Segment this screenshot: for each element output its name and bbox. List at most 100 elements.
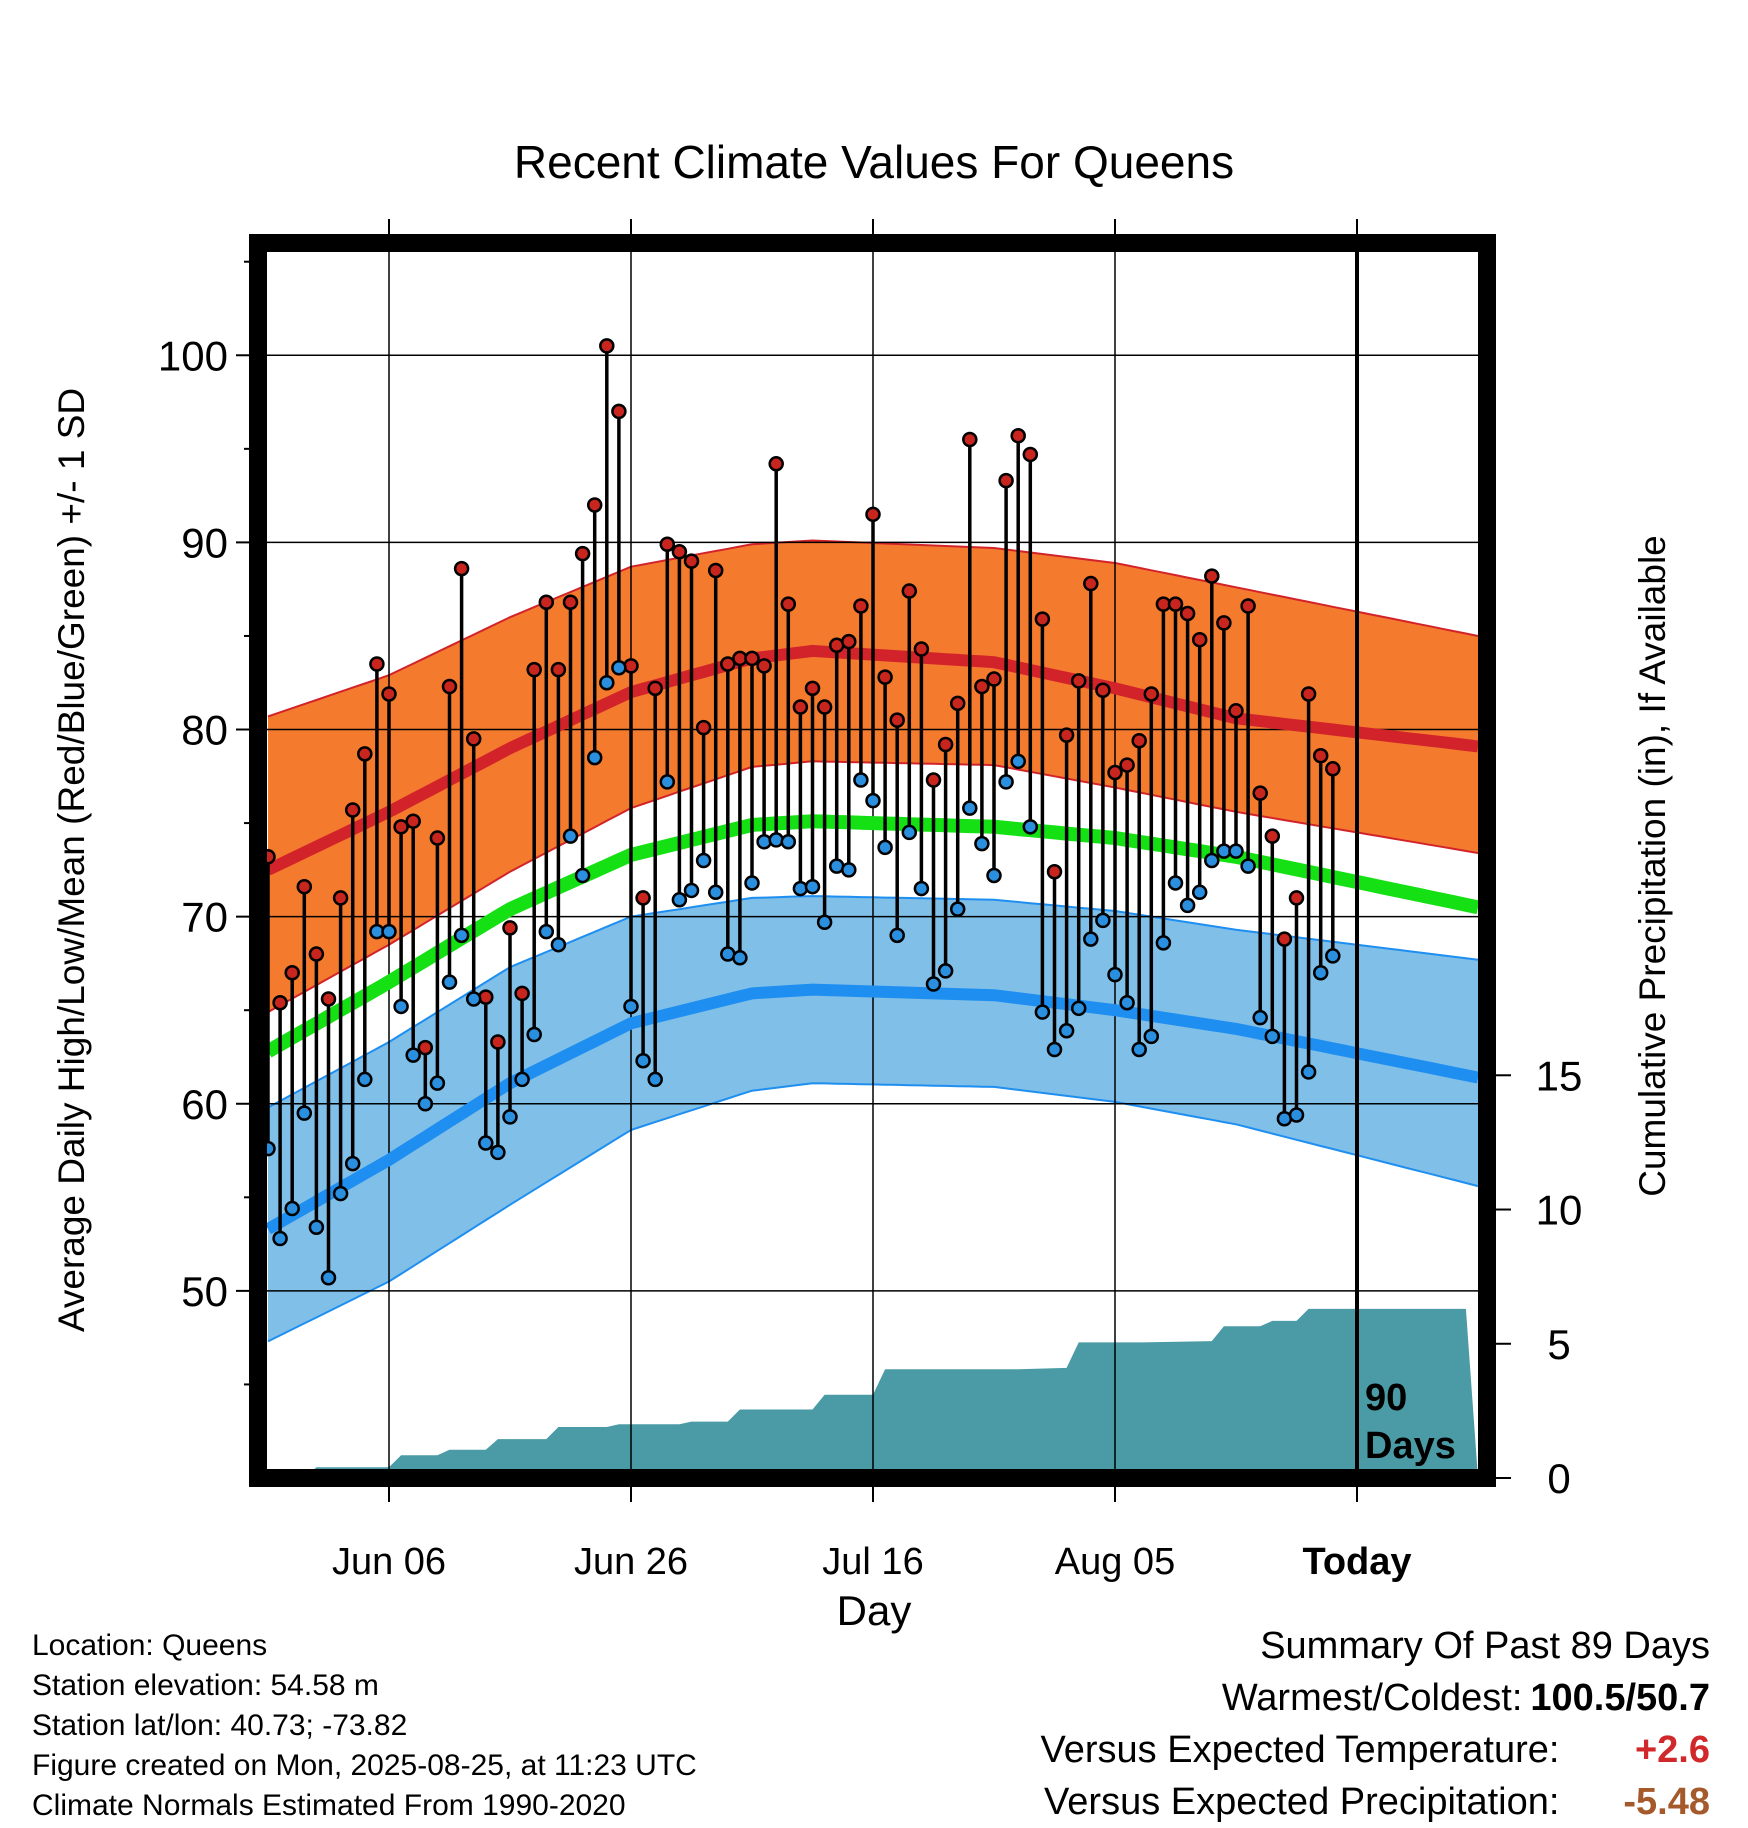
daily-low-point bbox=[1312, 965, 1329, 981]
daily-low-point bbox=[1095, 912, 1111, 929]
location-text: Location: Queens bbox=[32, 1629, 268, 1662]
daily-high-point bbox=[490, 1034, 506, 1050]
warm-cold-row: Warmest/Coldest: 100.5/50.7 bbox=[1041, 1672, 1710, 1724]
created-text: Figure created on Mon, 2025-08-25, at 11… bbox=[32, 1749, 697, 1782]
daily-low-point bbox=[1252, 1009, 1268, 1026]
daily-low-point bbox=[659, 774, 676, 790]
daily-high-point bbox=[937, 736, 954, 753]
daily-high-point bbox=[1264, 828, 1281, 844]
y2-tick-label: 10 bbox=[1536, 1187, 1583, 1234]
daily-low-point bbox=[381, 923, 397, 940]
daily-high-point bbox=[865, 506, 881, 523]
daily-low-point bbox=[1228, 843, 1244, 859]
daily-high-point bbox=[707, 562, 724, 579]
daily-low-point bbox=[780, 834, 797, 850]
daily-high-point bbox=[962, 431, 978, 448]
daily-high-point bbox=[574, 545, 591, 562]
y-axis-title: Average Daily High/Low/Mean (Red/Blue/Gr… bbox=[51, 388, 92, 1332]
daily-low-point bbox=[599, 674, 615, 691]
daily-low-point bbox=[550, 936, 567, 953]
y-tick-label: 90 bbox=[181, 519, 228, 566]
warm-cold-label: Warmest/Coldest: bbox=[1221, 1677, 1523, 1719]
daily-low-point bbox=[974, 835, 990, 852]
daily-low-point bbox=[925, 976, 942, 992]
daily-high-point bbox=[1143, 686, 1160, 702]
daily-low-point bbox=[732, 950, 748, 966]
daily-low-point bbox=[1010, 753, 1026, 770]
daily-low-point bbox=[308, 1219, 325, 1236]
daily-high-point bbox=[405, 813, 421, 829]
daily-low-point bbox=[1070, 1000, 1087, 1017]
latlon-text: Station lat/lon: 40.73; -73.82 bbox=[32, 1709, 408, 1742]
daily-high-point bbox=[780, 596, 797, 612]
daily-low-point bbox=[635, 1052, 651, 1069]
daily-low-point bbox=[393, 998, 409, 1015]
station-info: Location: Queens Station elevation: 54.5… bbox=[32, 1626, 697, 1826]
daily-low-point bbox=[998, 774, 1014, 790]
daily-high-point bbox=[1228, 703, 1244, 719]
daily-low-point bbox=[695, 852, 712, 869]
daily-high-point bbox=[1300, 686, 1317, 702]
daily-high-point bbox=[1083, 575, 1099, 592]
daily-high-point bbox=[841, 633, 857, 650]
daily-high-point bbox=[877, 669, 893, 685]
daily-low-point bbox=[1143, 1028, 1160, 1045]
daily-high-point bbox=[1010, 427, 1026, 444]
daily-high-point bbox=[308, 946, 325, 962]
daily-high-point bbox=[381, 686, 397, 702]
normals-text: Climate Normals Estimated From 1990-2020 bbox=[32, 1789, 626, 1822]
daily-low-point bbox=[1264, 1028, 1281, 1045]
precip-value: -5.48 bbox=[1623, 1781, 1710, 1823]
precip-label: Versus Expected Precipitation: bbox=[1044, 1781, 1560, 1823]
low-normal-band bbox=[268, 896, 1478, 1342]
daily-low-point bbox=[962, 800, 978, 816]
daily-low-point bbox=[1083, 931, 1099, 947]
daily-low-point bbox=[429, 1075, 446, 1091]
daily-low-point bbox=[1022, 819, 1039, 835]
daily-high-point bbox=[465, 731, 482, 747]
daily-high-point bbox=[949, 695, 966, 712]
daily-low-point bbox=[792, 880, 809, 897]
daily-low-point bbox=[865, 792, 881, 809]
daily-high-point bbox=[526, 661, 542, 678]
daily-low-point bbox=[320, 1270, 337, 1286]
daily-high-point bbox=[1070, 673, 1087, 689]
daily-high-point bbox=[671, 544, 688, 560]
daily-high-point bbox=[478, 989, 494, 1005]
plot-frame bbox=[249, 234, 1496, 1487]
daily-high-point bbox=[901, 583, 918, 599]
daily-high-point bbox=[744, 650, 760, 667]
daily-low-point bbox=[465, 991, 482, 1007]
daily-low-point bbox=[478, 1135, 494, 1151]
elevation-text: Station elevation: 54.58 m bbox=[32, 1669, 379, 1702]
daily-low-point bbox=[901, 824, 918, 841]
daily-high-point bbox=[659, 536, 676, 553]
daily-low-point bbox=[1058, 1023, 1075, 1039]
daily-high-point bbox=[332, 890, 349, 906]
x-tick-label: Aug 05 bbox=[1055, 1541, 1175, 1583]
daily-low-point bbox=[683, 882, 700, 899]
daily-high-point bbox=[756, 658, 772, 674]
y2-tick-label: 15 bbox=[1536, 1052, 1583, 1099]
daily-high-point bbox=[853, 598, 869, 614]
daily-high-point bbox=[623, 658, 639, 674]
daily-high-point bbox=[1240, 598, 1256, 614]
daily-low-point bbox=[853, 772, 869, 788]
daily-low-point bbox=[586, 749, 603, 766]
daily-low-point bbox=[707, 884, 724, 901]
daily-low-point bbox=[1325, 948, 1341, 964]
daily-high-point bbox=[1107, 764, 1123, 781]
daily-high-point bbox=[1179, 605, 1196, 622]
daily-low-point bbox=[623, 998, 639, 1015]
precip-row: Versus Expected Precipitation: -5.48 bbox=[1041, 1776, 1710, 1828]
daily-low-point bbox=[1131, 1041, 1147, 1058]
daily-high-point bbox=[1046, 863, 1063, 880]
daily-high-point bbox=[913, 641, 930, 657]
daily-low-point bbox=[889, 927, 905, 944]
daily-low-point bbox=[296, 1105, 313, 1121]
daily-high-point bbox=[986, 671, 1002, 687]
daily-low-point bbox=[1300, 1064, 1317, 1080]
daily-low-point bbox=[744, 875, 760, 891]
temp-row: Versus Expected Temperature: +2.6 bbox=[1041, 1724, 1710, 1776]
